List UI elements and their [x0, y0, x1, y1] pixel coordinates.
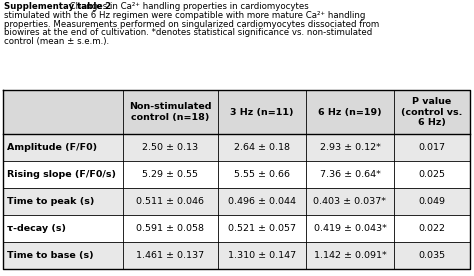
- Text: 1.461 ± 0.137: 1.461 ± 0.137: [137, 251, 205, 260]
- Text: 2.93 ± 0.12*: 2.93 ± 0.12*: [319, 143, 381, 152]
- Text: 0.049: 0.049: [419, 197, 446, 206]
- Text: 1.310 ± 0.147: 1.310 ± 0.147: [228, 251, 296, 260]
- Text: P value
(control vs.
6 Hz): P value (control vs. 6 Hz): [401, 97, 463, 127]
- Text: 1.142 ± 0.091*: 1.142 ± 0.091*: [314, 251, 386, 260]
- Text: Amplitude (F/F0): Amplitude (F/F0): [7, 143, 97, 152]
- Text: 0.035: 0.035: [419, 251, 446, 260]
- Bar: [3, 134, 470, 161]
- Text: 0.591 ± 0.058: 0.591 ± 0.058: [137, 224, 204, 233]
- Text: 0.511 ± 0.046: 0.511 ± 0.046: [137, 197, 204, 206]
- Bar: [3, 215, 470, 242]
- Text: biowires at the end of cultivation. *denotes statistical significance vs. non-st: biowires at the end of cultivation. *den…: [4, 28, 372, 38]
- Text: 0.022: 0.022: [419, 224, 446, 233]
- Text: Time to base (s): Time to base (s): [7, 251, 94, 260]
- Bar: [3, 90, 470, 134]
- Text: 0.496 ± 0.044: 0.496 ± 0.044: [228, 197, 296, 206]
- Bar: [3, 188, 470, 215]
- Bar: [3, 242, 470, 269]
- Text: : Changes in Ca²⁺ handling properties in cardiomyocytes: : Changes in Ca²⁺ handling properties in…: [64, 2, 308, 11]
- Text: stimulated with the 6 Hz regimen were compatible with more mature Ca²⁺ handling: stimulated with the 6 Hz regimen were co…: [4, 11, 365, 20]
- Text: Non-stimulated
control (n=18): Non-stimulated control (n=18): [129, 102, 212, 122]
- Text: properties. Measurements performed on singularized cardiomyocytes dissociated fr: properties. Measurements performed on si…: [4, 20, 379, 29]
- Text: Supplementay table 2: Supplementay table 2: [4, 2, 111, 11]
- Text: 5.29 ± 0.55: 5.29 ± 0.55: [143, 170, 199, 179]
- Text: 6 Hz (n=19): 6 Hz (n=19): [318, 107, 382, 116]
- Text: τ-decay (s): τ-decay (s): [7, 224, 66, 233]
- Text: 0.521 ± 0.057: 0.521 ± 0.057: [228, 224, 296, 233]
- Text: 3 Hz (n=11): 3 Hz (n=11): [230, 107, 294, 116]
- Text: Rising slope (F/F0/s): Rising slope (F/F0/s): [7, 170, 116, 179]
- Text: 0.419 ± 0.043*: 0.419 ± 0.043*: [314, 224, 386, 233]
- Text: 2.64 ± 0.18: 2.64 ± 0.18: [234, 143, 290, 152]
- Text: 0.403 ± 0.037*: 0.403 ± 0.037*: [313, 197, 386, 206]
- Text: 2.50 ± 0.13: 2.50 ± 0.13: [143, 143, 199, 152]
- Text: 5.55 ± 0.66: 5.55 ± 0.66: [234, 170, 290, 179]
- Bar: [3, 161, 470, 188]
- Text: 0.017: 0.017: [419, 143, 446, 152]
- Text: control (mean ± s.e.m.).: control (mean ± s.e.m.).: [4, 37, 109, 46]
- Text: 7.36 ± 0.64*: 7.36 ± 0.64*: [319, 170, 381, 179]
- Text: Time to peak (s): Time to peak (s): [7, 197, 94, 206]
- Text: 0.025: 0.025: [419, 170, 446, 179]
